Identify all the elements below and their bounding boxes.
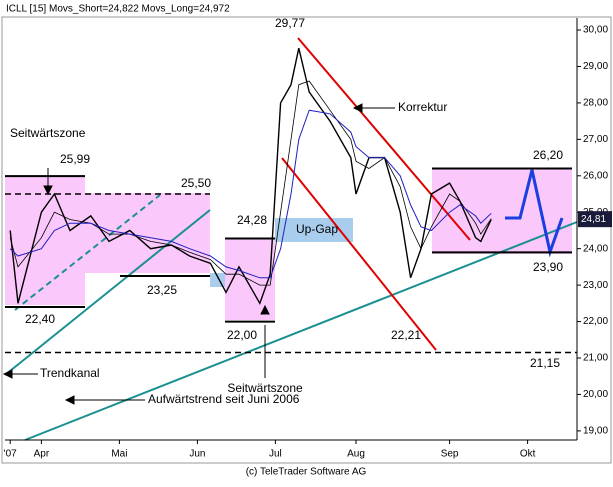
arrows — [2, 103, 395, 405]
level-label: 26,20 — [533, 148, 563, 162]
x-tick-label: '07 — [4, 449, 17, 460]
level-label: 25,50 — [181, 176, 211, 190]
level-label: 25,99 — [60, 152, 90, 166]
level-label: 23,25 — [147, 283, 177, 297]
footer: (c) TeleTrader Software AG — [246, 467, 367, 478]
trend-channel — [14, 194, 161, 311]
trend-channel — [4, 209, 211, 376]
y-tick-label: 26,00 — [583, 170, 608, 181]
x-tick-label: Mai — [111, 449, 127, 460]
correction-channel — [281, 157, 437, 351]
y-tick-label: 29,00 — [583, 61, 608, 72]
last-value-box — [578, 211, 612, 228]
frame — [1, 16, 612, 464]
y-tick-label: 24,00 — [583, 243, 608, 254]
correction-channel — [297, 37, 471, 241]
projection — [505, 169, 564, 258]
y-tick-label: 19,00 — [583, 426, 608, 437]
series-line — [9, 80, 492, 286]
level-label: 21,15 — [530, 356, 560, 370]
level-label: 29,77 — [275, 16, 305, 30]
zone-box — [432, 168, 572, 254]
y-tick-label: 27,00 — [583, 134, 608, 145]
y-tick-label: 28,00 — [583, 98, 608, 109]
uptrend-line — [24, 221, 578, 441]
x-tick-label: Apr — [34, 449, 50, 460]
y-tick-label: 30,00 — [583, 25, 608, 36]
level-label: 24,28 — [237, 213, 267, 227]
y-tick-label: 23,00 — [583, 280, 608, 291]
y-tick-label: 22,00 — [583, 316, 608, 327]
x-tick-label: Jun — [189, 449, 205, 460]
y-tick-label: 21,00 — [583, 353, 608, 364]
header: ICLL [15] Movs_Short=24,822 Movs_Long=24… — [6, 4, 230, 15]
zone-box — [5, 175, 85, 305]
annotation: Trendkanal — [40, 366, 100, 380]
level-label: 22,00 — [227, 328, 257, 342]
level-label: 23,90 — [533, 260, 563, 274]
annotation: Korrektur — [398, 100, 447, 114]
level-label: 22,21 — [391, 328, 421, 342]
x-tick-label: Jul — [269, 449, 282, 460]
series-line — [9, 109, 492, 279]
annotation: Up-Gap — [296, 222, 338, 236]
x-tick-label: Okt — [520, 449, 536, 460]
x-tick-label: Sep — [441, 449, 459, 460]
level-label: 22,40 — [25, 312, 55, 326]
annotation: Seitwärtszone — [227, 381, 303, 395]
annotation: Seitwärtszone — [10, 126, 86, 140]
annotation: Aufwärtstrend seit Juni 2006 — [148, 392, 300, 406]
last-value-label: 24,81 — [581, 214, 606, 225]
x-tick-label: Aug — [347, 449, 365, 460]
y-tick-label: 20,00 — [583, 389, 608, 400]
